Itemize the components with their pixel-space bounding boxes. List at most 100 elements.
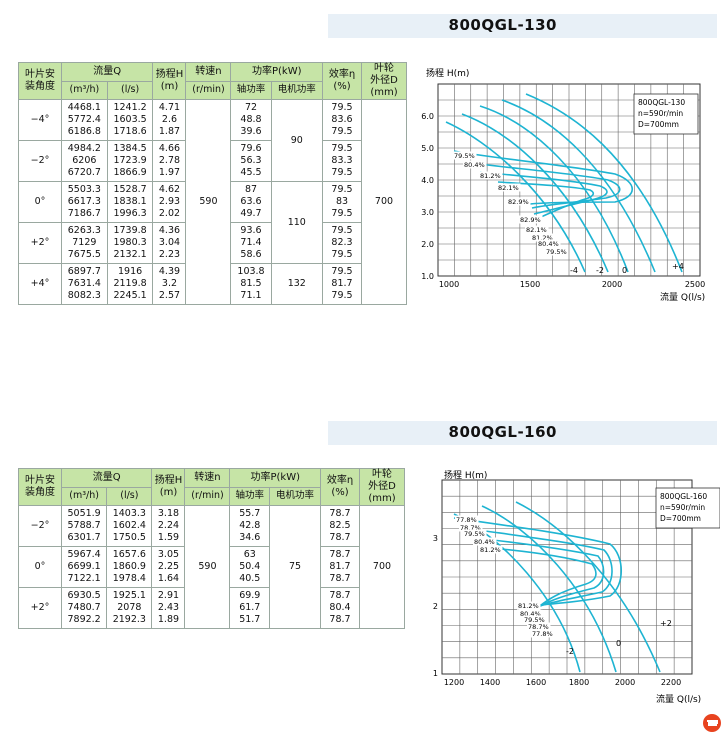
angle-cell: −2° bbox=[18, 140, 62, 182]
x-tick-label: 1000 bbox=[439, 280, 459, 289]
shaft-power-cell: 93.6 71.4 58.6 bbox=[230, 222, 272, 264]
eff-cell: 78.7 80.4 78.7 bbox=[320, 587, 360, 629]
eff-cell: 78.7 82.5 78.7 bbox=[320, 505, 360, 547]
angle-cell: −4° bbox=[18, 99, 62, 141]
hdr-flow: 流量Q bbox=[60, 62, 154, 82]
hdr-head: 扬程H (m) bbox=[152, 62, 187, 100]
hdr-speed: 转速n bbox=[185, 62, 232, 82]
x-tick-label: 1500 bbox=[520, 280, 540, 289]
efficiency-label: 81.2% bbox=[480, 546, 501, 554]
eff-label-bg bbox=[455, 515, 479, 524]
hq-curve bbox=[525, 93, 683, 273]
blade-angle-label: +2 bbox=[660, 619, 672, 628]
efficiency-label: 82.1% bbox=[526, 226, 547, 234]
shaft-power-cell: 79.6 56.3 45.5 bbox=[230, 140, 272, 182]
eff-label-bg bbox=[519, 215, 543, 224]
motor-power-cell: 110 bbox=[270, 181, 324, 264]
flow-m3-cell: 6897.7 7631.4 8082.3 bbox=[61, 263, 108, 305]
eff-label-bg bbox=[463, 160, 487, 169]
legend-text: D=700mm bbox=[638, 120, 679, 129]
eff-label-bg bbox=[523, 615, 547, 624]
x-tick-label: 1400 bbox=[480, 678, 500, 687]
hdr-dia: 叶轮 外径D (mm) bbox=[359, 468, 405, 506]
title-band-1: 800QGL-130 bbox=[328, 14, 717, 38]
hdr-speed-unit: (r/min) bbox=[184, 486, 231, 506]
efficiency-label: 79.5% bbox=[546, 248, 567, 256]
shaft-power-cell: 69.9 61.7 51.7 bbox=[229, 587, 271, 629]
x-tick-label: 2500 bbox=[685, 280, 705, 289]
hdr-shaft-power: 轴功率 bbox=[230, 80, 272, 100]
efficiency-contour bbox=[489, 547, 597, 619]
legend-text: n=590r/min bbox=[638, 109, 683, 118]
flow-m3-cell: 6263.3 7129 7675.5 bbox=[61, 222, 108, 264]
performance-chart-1: 扬程 H(m) 流量 Q(l/s) 1000 1500 2000 2500 1.0 2.0 3.… bbox=[410, 62, 720, 312]
angle-cell: +4° bbox=[18, 263, 62, 305]
hq-curve bbox=[461, 113, 609, 273]
chart-svg-1: 扬程 H(m) 流量 Q(l/s) 1000 1500 2000 2500 1.0 2.0 3.… bbox=[421, 67, 705, 303]
angle-cell: 0° bbox=[18, 546, 62, 588]
head-cell: 4.36 3.04 2.23 bbox=[152, 222, 187, 264]
flow-ls-cell: 1403.3 1602.4 1750.5 bbox=[106, 505, 153, 547]
x-tick-label: 1600 bbox=[526, 678, 546, 687]
efficiency-label: 82.9% bbox=[520, 216, 541, 224]
eff-cell: 79.5 83.3 79.5 bbox=[322, 140, 362, 182]
head-cell: 3.18 2.24 1.59 bbox=[151, 505, 186, 547]
shaft-power-cell: 55.7 42.8 34.6 bbox=[229, 505, 271, 547]
blade-angle-label: -2 bbox=[596, 266, 604, 275]
efficiency-label: 81.2% bbox=[532, 234, 553, 242]
x-tick-label: 2200 bbox=[661, 678, 681, 687]
eff-label-bg bbox=[479, 545, 503, 554]
efficiency-label: 79.5% bbox=[524, 616, 545, 624]
angle-cell: 0° bbox=[18, 181, 62, 223]
eff-label-bg bbox=[479, 171, 503, 180]
dia-cell: 700 bbox=[361, 99, 407, 305]
blade-angle-label: 0 bbox=[622, 266, 627, 275]
hdr-dia: 叶轮 外径D (mm) bbox=[361, 62, 407, 100]
head-cell: 4.66 2.78 1.97 bbox=[152, 140, 187, 182]
eff-label-bg bbox=[497, 183, 521, 192]
y-axis-label: 扬程 H(m) bbox=[444, 469, 487, 481]
head-cell: 3.05 2.25 1.64 bbox=[151, 546, 186, 588]
y-axis-label: 扬程 H(m) bbox=[426, 67, 469, 79]
efficiency-label: 80.4% bbox=[520, 610, 541, 618]
head-cell: 4.62 2.93 2.02 bbox=[152, 181, 187, 223]
y-tick-label: 1 bbox=[433, 669, 438, 678]
flow-ls-cell: 1916 2119.8 2245.1 bbox=[106, 263, 154, 305]
hdr-shaft-power: 轴功率 bbox=[229, 486, 271, 506]
flow-ls-cell: 1241.2 1603.5 1718.6 bbox=[106, 99, 154, 141]
hdr-flow-m3: (m³/h) bbox=[60, 486, 108, 506]
x-axis-label: 流量 Q(l/s) bbox=[660, 291, 705, 303]
eff-label-bg bbox=[473, 537, 497, 546]
x-tick-label: 2000 bbox=[615, 678, 635, 687]
efficiency-label: 79.5% bbox=[454, 152, 475, 160]
hdr-power: 功率P(kW) bbox=[229, 468, 321, 488]
spec-table-1: 叶片安 装角度 流量Q 扬程H (m) 转速n 功率P(kW) 效率η (%) … bbox=[18, 62, 407, 305]
motor-power-cell: 90 bbox=[270, 99, 324, 182]
speed-cell: 590 bbox=[185, 99, 232, 305]
flow-m3-cell: 4984.2 6206 6720.7 bbox=[61, 140, 108, 182]
blade-angle-label: -2 bbox=[566, 647, 574, 656]
head-cell: 4.39 3.2 2.57 bbox=[152, 263, 187, 305]
flow-ls-cell: 1657.6 1860.9 1978.4 bbox=[106, 546, 153, 588]
efficiency-label: 77.8% bbox=[456, 516, 477, 524]
shaft-power-cell: 87 63.6 49.7 bbox=[230, 181, 272, 223]
eff-cell: 78.7 81.7 78.7 bbox=[320, 546, 360, 588]
eff-cell: 79.5 83 79.5 bbox=[322, 181, 362, 223]
performance-chart-2: 扬程 H(m) 流量 Q(l/s) 1200 1400 1600 1800 2000 2200… bbox=[420, 466, 721, 716]
eff-label-bg bbox=[507, 197, 531, 206]
flow-m3-cell: 5503.3 6617.3 7186.7 bbox=[61, 181, 108, 223]
legend-box bbox=[633, 93, 699, 135]
hdr-power: 功率P(kW) bbox=[230, 62, 323, 82]
angle-cell: +2° bbox=[18, 222, 62, 264]
efficiency-label: 77.8% bbox=[532, 630, 553, 638]
hdr-eff: 效率η (%) bbox=[322, 62, 362, 100]
legend-box bbox=[655, 487, 721, 529]
flow-m3-cell: 6930.5 7480.7 7892.2 bbox=[60, 587, 108, 629]
blade-angle-label: 0 bbox=[616, 639, 621, 648]
shaft-power-cell: 72 48.8 39.6 bbox=[230, 99, 272, 141]
eff-cell: 79.5 83.6 79.5 bbox=[322, 99, 362, 141]
efficiency-label: 79.5% bbox=[464, 530, 485, 538]
eff-cell: 79.5 81.7 79.5 bbox=[322, 263, 362, 305]
hdr-motor-power: 电机功率 bbox=[269, 486, 321, 506]
eff-label-bg bbox=[519, 609, 543, 618]
